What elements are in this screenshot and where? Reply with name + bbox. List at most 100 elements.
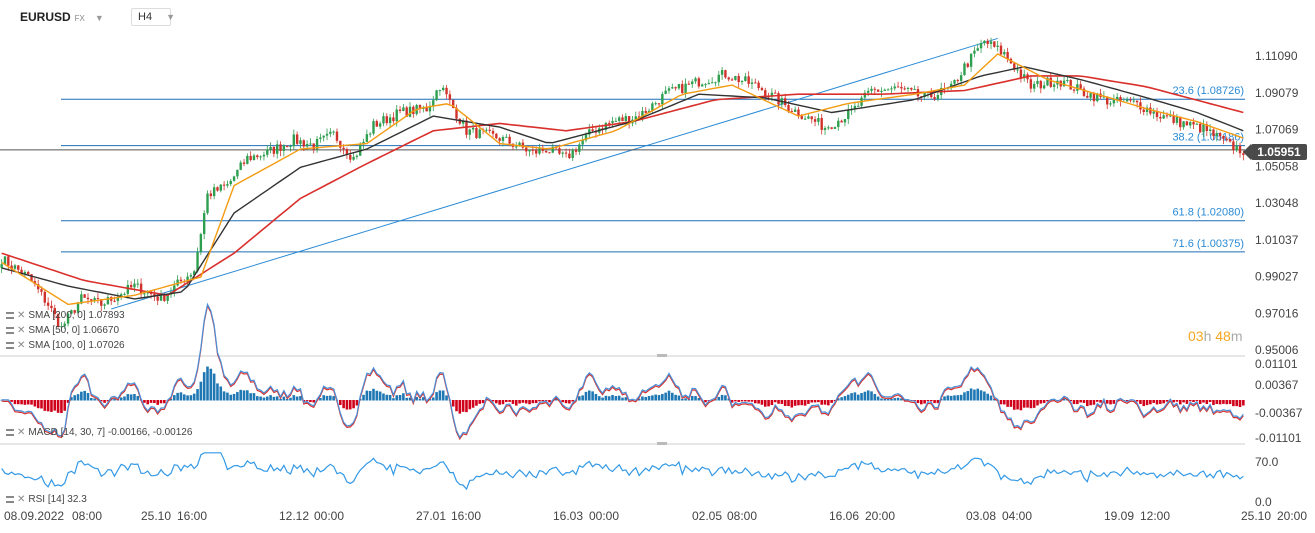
macd-bar [959, 394, 963, 401]
macd-bar [163, 400, 166, 404]
macd-bar [458, 400, 462, 414]
legend-rsi[interactable]: ✕ RSI [14] 32.3 [6, 494, 87, 505]
countdown-hours: 03 [1188, 328, 1204, 344]
macd-bar [597, 396, 601, 401]
menu-icon[interactable] [6, 312, 14, 319]
candle-body [309, 143, 312, 145]
candle-body [501, 137, 505, 141]
candle-body [349, 154, 352, 160]
macd-bar [342, 400, 345, 409]
candle-body [1115, 96, 1119, 100]
candle-body [365, 134, 369, 142]
macd-bar [518, 400, 521, 404]
y-tick-label: 0.97016 [1255, 306, 1299, 320]
candle-body [880, 90, 883, 92]
macd-bar [1089, 400, 1092, 406]
macd-bar [827, 400, 830, 406]
macd-bar [1195, 400, 1199, 402]
close-icon[interactable]: ✕ [17, 494, 26, 505]
menu-icon[interactable] [6, 342, 14, 349]
macd-bar [179, 392, 183, 401]
menu-icon[interactable] [6, 327, 14, 334]
candle-body [538, 148, 541, 154]
macd-bar [920, 400, 923, 405]
macd-bar [926, 400, 930, 402]
macd-bar [647, 396, 651, 401]
trend-line [111, 37, 998, 310]
legend-sma-100[interactable]: ✕ SMA [100, 0] 1.07026 [6, 340, 125, 351]
candle-body [289, 146, 292, 148]
close-icon[interactable]: ✕ [17, 427, 26, 438]
candle-body [651, 103, 654, 111]
macd-bar [275, 396, 279, 401]
timeframe-selector[interactable]: H4 ▼ [131, 8, 175, 26]
macd-bar [973, 389, 976, 401]
fib-level-label: 23.6 (1.08726) [1172, 85, 1244, 97]
macd-signal-line [1, 304, 1244, 441]
candle-body [17, 265, 20, 270]
macd-bar [727, 398, 731, 401]
close-icon[interactable]: ✕ [17, 310, 26, 321]
candle-body [226, 184, 229, 186]
candle-body [156, 296, 159, 301]
candle-body [830, 127, 833, 129]
candle-body [299, 140, 302, 144]
macd-bar [136, 396, 140, 401]
macd-bar [1235, 400, 1238, 407]
macd-bar [1192, 400, 1195, 403]
macd-bar [146, 400, 150, 405]
macd-bar [953, 395, 956, 401]
candle-body [959, 75, 963, 81]
candle-body [388, 117, 392, 124]
macd-bar [617, 395, 621, 401]
candle-body [1129, 99, 1132, 101]
candle-body [876, 89, 880, 92]
candle-body [720, 70, 724, 75]
macd-bar [43, 400, 47, 411]
macd-bar [690, 395, 694, 401]
candle-body [790, 111, 794, 113]
candle-body [734, 76, 737, 80]
candle-body [93, 298, 96, 301]
macd-bar [1042, 400, 1046, 404]
legend-sma-200[interactable]: ✕ SMA [200, 0] 1.07893 [6, 310, 125, 321]
macd-bar [754, 400, 757, 404]
candle-body [1175, 116, 1179, 123]
candle-body [282, 145, 286, 151]
candle-body [661, 93, 664, 105]
candle-body [574, 149, 578, 152]
macd-bar [265, 396, 269, 401]
close-icon[interactable]: ✕ [17, 325, 26, 336]
macd-bar [624, 397, 628, 401]
candle-body [700, 84, 704, 87]
macd-bar [571, 400, 574, 402]
candle-body [1086, 95, 1089, 98]
macd-bar [30, 400, 33, 405]
candle-body [100, 299, 103, 306]
close-icon[interactable]: ✕ [17, 340, 26, 351]
candle-body [740, 80, 744, 83]
chevron-down-icon: ▼ [94, 13, 104, 23]
symbol-selector[interactable]: EURUSD FX ▼ [20, 10, 104, 24]
candle-body [1232, 141, 1235, 151]
legend-sma-50[interactable]: ✕ SMA [50, 0] 1.06670 [6, 325, 119, 336]
candle-body [106, 297, 110, 305]
macd-bar [680, 398, 684, 401]
macd-bar [222, 391, 226, 401]
menu-icon[interactable] [6, 429, 14, 436]
current-price-label: 1.05951 [1257, 145, 1301, 159]
candle-body [1228, 138, 1232, 142]
macd-bar [750, 400, 754, 402]
macd-bar [1242, 400, 1245, 406]
macd-bar [1159, 400, 1162, 404]
macd-bar [451, 400, 455, 407]
macd-bar [1185, 400, 1189, 404]
legend-macd[interactable]: ✕ MACD [14, 30, 7] -0.00166, -0.00126 [6, 427, 192, 438]
candle-body [339, 140, 342, 148]
menu-icon[interactable] [6, 496, 14, 503]
macd-bar [465, 400, 468, 413]
candle-body [3, 256, 7, 265]
macd-bar [216, 383, 219, 401]
macd-bar [780, 400, 784, 404]
